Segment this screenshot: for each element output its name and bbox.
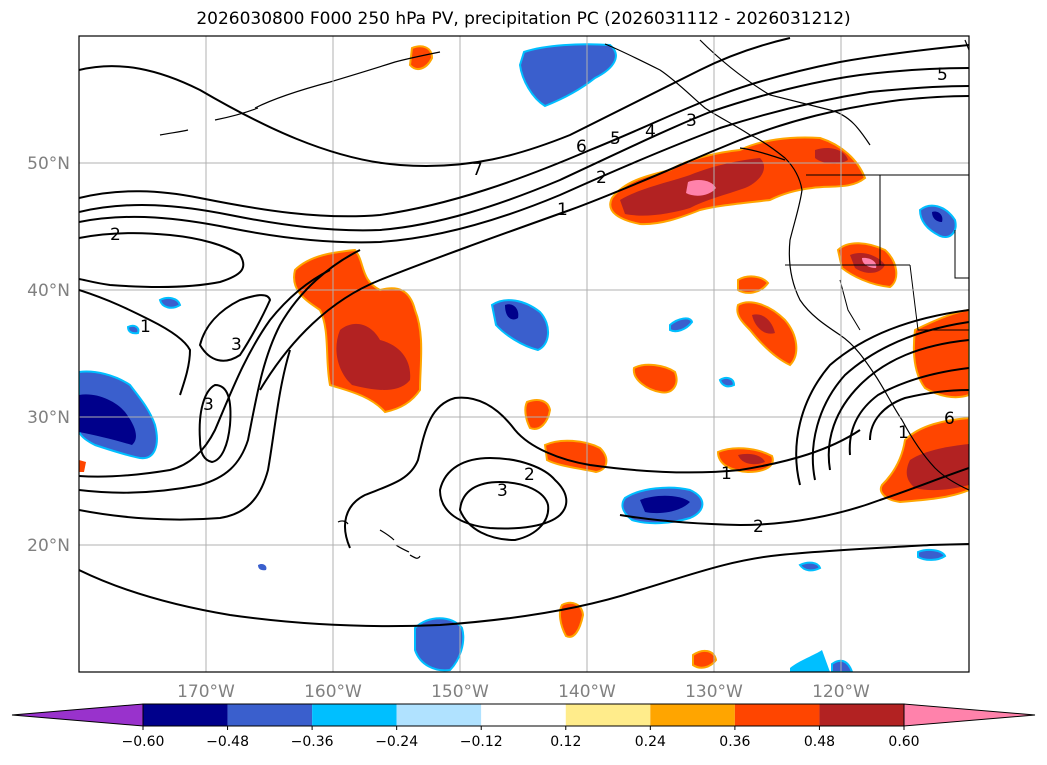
colorbar-ticks: −0.60 −0.48 −0.36 −0.24 −0.12 0.12 0.24 0.36 0.4… <box>122 726 920 750</box>
colorbar-segment <box>819 704 904 726</box>
contour-label: 1 <box>557 200 568 220</box>
contour-label: 5 <box>937 65 948 85</box>
colorbar-segment <box>565 704 651 726</box>
contour-label: 3 <box>686 111 697 131</box>
colorbar-segment <box>396 704 482 726</box>
lon-label: 170°W <box>177 682 235 702</box>
contour-label: 2 <box>110 225 121 245</box>
coastlines <box>159 39 969 559</box>
lat-label: 50°N <box>27 154 70 174</box>
contour-label: 2 <box>596 168 607 188</box>
colorbar-tick-label: −0.36 <box>291 734 334 750</box>
colorbar-tick-label: 0.36 <box>719 734 750 750</box>
lon-label: 120°W <box>812 682 870 702</box>
colorbar-segments <box>11 703 1036 727</box>
gridlines <box>79 36 969 672</box>
lon-label: 160°W <box>304 682 362 702</box>
colorbar-tick-label: 0.24 <box>635 734 666 750</box>
colorbar-segment <box>143 704 228 726</box>
colorbar-frame <box>142 703 905 727</box>
contour-label: 3 <box>203 395 214 415</box>
pv-contours <box>79 37 969 628</box>
longitude-labels: 170°W 160°W 150°W 140°W 130°W 120°W <box>177 682 870 702</box>
contour-labels: 7 6 5 4 3 2 1 2 1 3 3 2 3 1 2 1 6 5 <box>110 65 955 537</box>
colorbar-tick-label: −0.12 <box>460 734 503 750</box>
contour-label: 6 <box>944 409 955 429</box>
plot-area: 7 6 5 4 3 2 1 2 1 3 3 2 3 1 2 1 6 5 <box>79 36 969 672</box>
colorbar-segment <box>903 703 1036 727</box>
colorbar-segment <box>312 704 397 726</box>
plot-frame <box>78 35 970 673</box>
contour-label: 4 <box>645 122 656 142</box>
colorbar-segment <box>734 704 820 726</box>
contour-label: 7 <box>472 160 483 180</box>
colorbar-tick-label: 0.48 <box>804 734 835 750</box>
contour-label: 3 <box>497 481 508 501</box>
lon-label: 140°W <box>558 682 616 702</box>
latitude-labels: 50°N 40°N 30°N 20°N <box>27 154 70 556</box>
colorbar-segment <box>227 704 313 726</box>
colorbar-tick-label: −0.24 <box>375 734 418 750</box>
lat-label: 20°N <box>27 536 70 556</box>
colorbar-tick-label: 0.60 <box>888 734 919 750</box>
contour-label: 1 <box>721 464 732 484</box>
colorbar-tick-label: −0.48 <box>206 734 249 750</box>
contour-label: 3 <box>231 335 242 355</box>
precip-negative-shading <box>79 43 957 672</box>
colorbar-tick-label: −0.60 <box>122 734 165 750</box>
colorbar-tick-label: 0.12 <box>550 734 581 750</box>
contour-label: 1 <box>898 423 909 443</box>
lon-label: 150°W <box>431 682 489 702</box>
contour-label: 6 <box>576 137 587 157</box>
colorbar-segment <box>650 704 735 726</box>
colorbar-segment <box>11 703 144 727</box>
lat-label: 30°N <box>27 408 70 428</box>
contour-label: 2 <box>524 465 535 485</box>
lon-label: 130°W <box>685 682 743 702</box>
contour-label: 2 <box>753 517 764 537</box>
colorbar-segment <box>481 704 566 726</box>
contour-label: 5 <box>610 129 621 149</box>
map-title: 2026030800 F000 250 hPa PV, precipitatio… <box>196 9 851 29</box>
contour-label: 1 <box>140 317 151 337</box>
lat-label: 40°N <box>27 281 70 301</box>
colorbar: −0.60 −0.48 −0.36 −0.24 −0.12 0.12 0.24 0.36 0.4… <box>11 703 1036 750</box>
